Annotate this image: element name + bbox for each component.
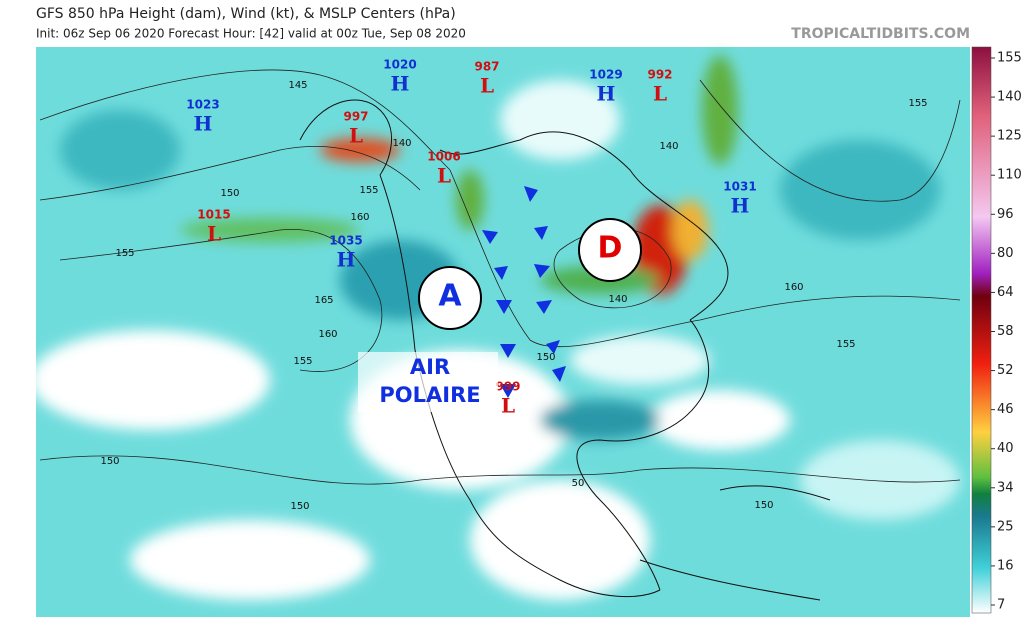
- colorbar-label: 125: [997, 129, 1022, 144]
- colorbar-label: 96: [997, 207, 1014, 222]
- colorbar-label: 64: [997, 285, 1014, 300]
- colorbar-label: 140: [997, 90, 1022, 105]
- colorbar-label: 34: [997, 480, 1014, 495]
- colorbar-label: 46: [997, 402, 1014, 417]
- contour-label: 155: [908, 98, 927, 109]
- center-value: 1023: [186, 98, 219, 112]
- center-value: 1006: [427, 150, 460, 164]
- contour-label: 155: [115, 248, 134, 259]
- low-marker: [578, 218, 642, 282]
- colorbar-label: 80: [997, 246, 1014, 261]
- colorbar-label: 25: [997, 519, 1014, 534]
- contour-label: 165: [314, 295, 333, 306]
- contour-label: 155: [359, 185, 378, 196]
- contour-label: 140: [659, 141, 678, 152]
- contour-label: 160: [318, 329, 337, 340]
- center-type: L: [349, 124, 363, 148]
- center-type: L: [207, 222, 221, 246]
- center-type: H: [597, 82, 616, 106]
- colorbar-label: 58: [997, 324, 1014, 339]
- center-value: 1035: [329, 234, 362, 248]
- center-type: L: [437, 164, 451, 188]
- contour-label: 160: [350, 212, 369, 223]
- center-value: 999: [495, 380, 520, 394]
- contour-label: 140: [392, 138, 411, 149]
- low-label: D: [598, 231, 623, 266]
- center-value: 1029: [589, 68, 622, 82]
- air-label: AIR: [410, 355, 450, 379]
- colorbar-label: 7: [997, 598, 1005, 613]
- colorbar-label: 40: [997, 441, 1014, 456]
- contour-label: 145: [288, 80, 307, 91]
- contour-label: 155: [836, 339, 855, 350]
- contour-label: 160: [784, 282, 803, 293]
- center-value: 1020: [383, 58, 416, 72]
- colorbar: 155 140 125 110 96 80 64 58 52 46 40 34 25 16 7: [971, 46, 1022, 614]
- contour-label: 50: [572, 478, 585, 489]
- contour-label: 150: [754, 500, 773, 511]
- contour-label: 150: [536, 352, 555, 363]
- contour-label: 150: [220, 188, 239, 199]
- high-label: A: [438, 279, 462, 314]
- contour-labels: 145 140 150 155 160 155 165 160 155 150 150 140 150 1…: [100, 80, 927, 512]
- colorbar-label: 52: [997, 363, 1014, 378]
- center-type: L: [501, 394, 515, 418]
- center-value: 992: [647, 68, 672, 82]
- center-type: H: [337, 248, 356, 272]
- subtitle: Init: 06z Sep 06 2020 Forecast Hour: [42…: [36, 27, 466, 41]
- center-value: 1031: [723, 180, 756, 194]
- center-type: H: [391, 72, 410, 96]
- contour-label: 150: [290, 501, 309, 512]
- center-type: H: [731, 194, 750, 218]
- colorbar-label: 16: [997, 558, 1014, 573]
- center-value: 997: [343, 110, 368, 124]
- contour-label: 150: [100, 456, 119, 467]
- contour-label: 155: [293, 356, 312, 367]
- high-marker: [418, 266, 482, 330]
- center-value: 987: [474, 60, 499, 74]
- contour-label: 140: [608, 294, 627, 305]
- colorbar-label: 110: [997, 168, 1022, 183]
- polaire-label: POLAIRE: [379, 383, 480, 407]
- center-type: H: [194, 112, 213, 136]
- center-value: 1015: [197, 208, 230, 222]
- colorbar-label: 155: [997, 51, 1022, 66]
- center-type: L: [653, 82, 667, 106]
- center-type: L: [480, 74, 494, 98]
- title: GFS 850 hPa Height (dam), Wind (kt), & M…: [36, 6, 456, 22]
- annotations: A D AIR POLAIRE: [358, 218, 642, 412]
- credit: TROPICALTIDBITS.COM: [791, 26, 970, 42]
- map-background: [30, 47, 970, 617]
